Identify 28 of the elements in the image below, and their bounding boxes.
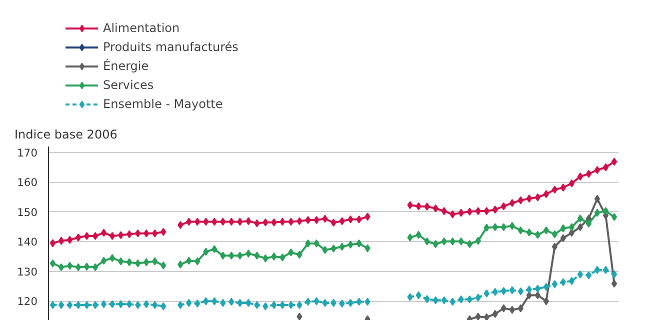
point (518, 304, 524, 312)
point (492, 310, 498, 318)
y-tick-label: 120 (17, 295, 38, 308)
point (526, 291, 532, 300)
point (475, 312, 481, 320)
point (534, 291, 541, 300)
y-tick-label: 170 (17, 146, 38, 160)
legend-label: Produits manufacturés (103, 39, 238, 55)
point (484, 313, 490, 320)
point (611, 280, 618, 288)
point (594, 194, 600, 203)
point (500, 304, 506, 312)
point (552, 242, 558, 251)
y-tick-label: 160 (17, 176, 38, 190)
point (509, 306, 515, 314)
legend-label: Alimentation (103, 20, 180, 36)
point (577, 223, 584, 232)
legend-label: Énergie (103, 58, 149, 74)
point (543, 297, 550, 306)
point (560, 234, 566, 242)
y-tick-label: 130 (17, 265, 38, 278)
point (568, 228, 575, 237)
legend-label: Ensemble - Mayotte (103, 96, 223, 112)
y-axis-title: Indice base 2006 (14, 128, 118, 142)
y-tick-label: 150 (17, 206, 38, 219)
y-tick-label: 140 (17, 236, 38, 249)
legend-label: Services (103, 77, 154, 93)
point (296, 312, 302, 320)
